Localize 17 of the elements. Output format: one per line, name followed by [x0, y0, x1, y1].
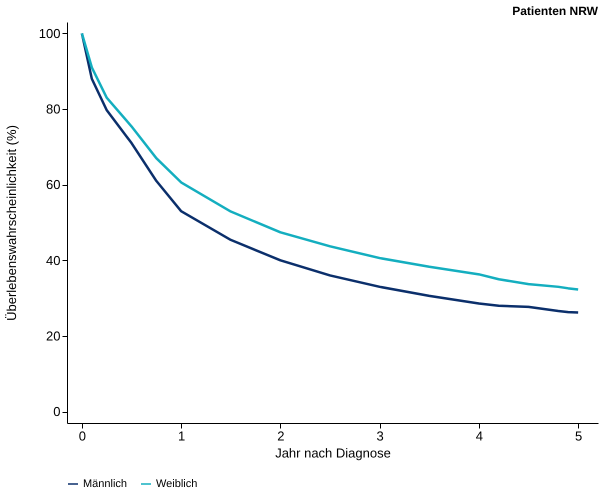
- y-tick-label: 100: [38, 26, 60, 41]
- legend-label: Weiblich: [156, 478, 198, 490]
- y-axis-title: Überlebenswahrscheinlichkeit (%): [4, 125, 19, 321]
- x-tick-label: 2: [277, 428, 285, 444]
- x-tick-label: 4: [476, 428, 484, 444]
- x-tick-label: 1: [178, 428, 186, 444]
- y-tick-label: 40: [46, 252, 60, 268]
- chart-title: Patienten NRW: [512, 4, 599, 18]
- y-tick-label: 60: [46, 177, 60, 192]
- y-tick-label: 0: [53, 404, 60, 420]
- y-tick-label: 20: [46, 328, 60, 344]
- legend-label: Männlich: [83, 478, 128, 490]
- x-tick-label: 0: [78, 428, 86, 444]
- x-tick-label: 5: [575, 428, 582, 444]
- x-axis-title: Jahr nach Diagnose: [275, 446, 391, 460]
- x-tick-label: 3: [376, 428, 384, 444]
- y-tick-label: 80: [46, 102, 60, 117]
